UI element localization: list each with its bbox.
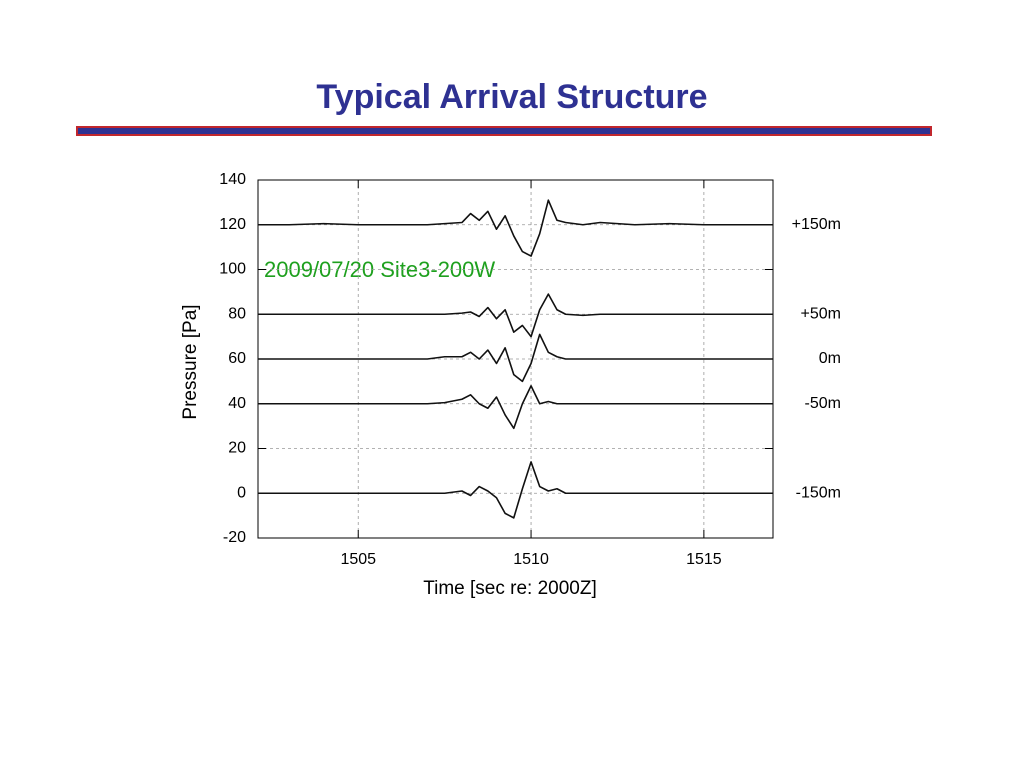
series-label: -150m xyxy=(796,484,841,501)
y-tick-label: 120 xyxy=(219,216,246,233)
y-tick-label: 0 xyxy=(237,484,246,501)
x-tick-label: 1515 xyxy=(686,551,722,568)
series-line xyxy=(258,293,773,338)
x-axis-label: Time [sec re: 2000Z] xyxy=(423,578,597,599)
x-tick-label: 1505 xyxy=(340,551,376,568)
series-label: +150m xyxy=(792,216,841,233)
y-tick-label: 100 xyxy=(219,261,246,278)
y-tick-label: 140 xyxy=(219,171,246,188)
series-label: -50m xyxy=(805,395,841,412)
y-tick-label: 60 xyxy=(228,350,246,367)
slide-title: Typical Arrival Structure xyxy=(316,78,707,116)
series-label: 0m xyxy=(819,350,841,367)
series-line xyxy=(258,333,773,383)
y-tick-label: 20 xyxy=(228,440,246,457)
x-tick-label: 1510 xyxy=(513,551,549,568)
title-rule xyxy=(76,126,932,136)
series-line xyxy=(258,461,773,519)
y-axis-label: Pressure [Pa] xyxy=(180,304,201,419)
series-label: +50m xyxy=(801,305,841,322)
y-tick-label: 40 xyxy=(228,395,246,412)
series-line xyxy=(258,385,773,430)
y-tick-label: -20 xyxy=(223,529,246,546)
y-tick-label: 80 xyxy=(228,305,246,322)
series-line xyxy=(258,199,773,257)
